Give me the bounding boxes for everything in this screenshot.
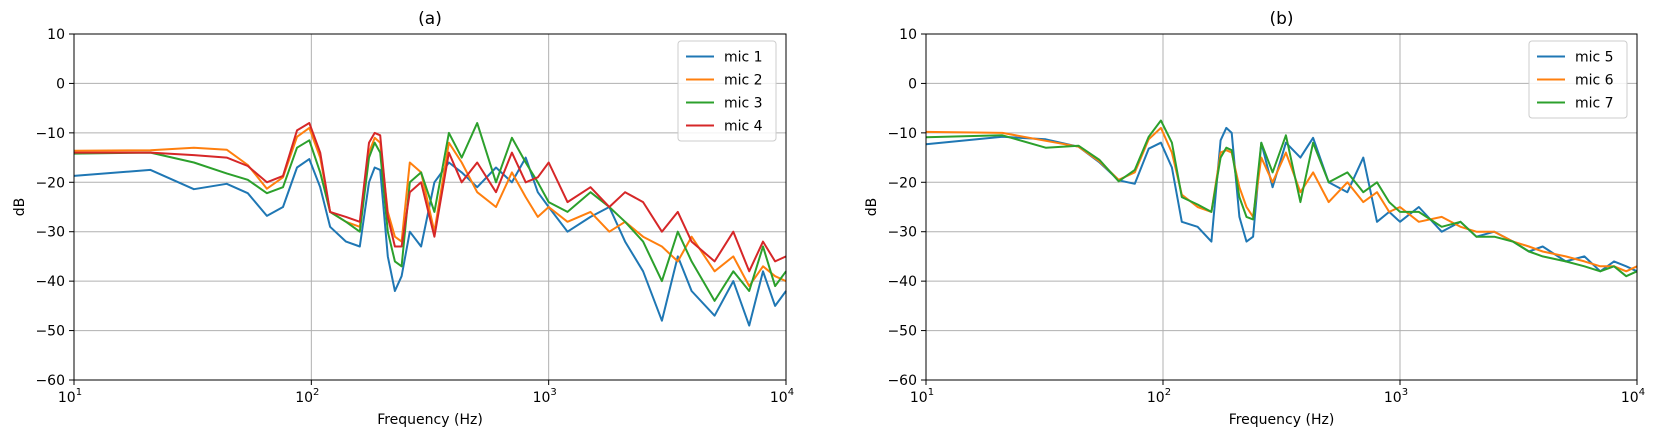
legend-box: [677, 40, 777, 142]
x-tick-exponent: 1: [76, 387, 82, 398]
legend-entry: mic 4: [724, 119, 763, 135]
plot-frame: [73, 33, 787, 381]
legend-box: [1528, 40, 1628, 119]
series-line-mic-3: [73, 122, 787, 302]
y-tick-label: 10: [899, 27, 917, 43]
x-tick-label: 104: [1621, 387, 1645, 406]
x-tick-base: 10: [1384, 390, 1402, 406]
y-tick-label: 0: [908, 76, 917, 92]
y-tick-label: −50: [35, 324, 65, 340]
legend-entry: mic 5: [1575, 50, 1614, 66]
x-tick-exponent: 1: [928, 387, 934, 398]
x-tick-base: 10: [533, 390, 551, 406]
y-tick-label: −30: [35, 225, 65, 241]
x-axis-label: Frequency (Hz): [377, 412, 483, 428]
x-tick-exponent: 3: [1402, 387, 1408, 398]
x-tick-base: 10: [770, 390, 788, 406]
series-line-mic-7: [925, 119, 1638, 278]
y-tick-label: 10: [47, 27, 65, 43]
y-axis-label: dB: [12, 198, 28, 217]
legend-entry: mic 6: [1575, 73, 1614, 89]
x-tick-base: 10: [58, 390, 76, 406]
x-axis-label: Frequency (Hz): [1229, 412, 1335, 428]
y-axis-label: dB: [864, 198, 880, 217]
x-tick-label: 103: [533, 387, 557, 406]
x-tick-exponent: 3: [550, 387, 556, 398]
y-tick-label: −60: [35, 373, 65, 389]
chart-title: (a): [418, 9, 442, 29]
y-tick-label: −50: [887, 324, 917, 340]
x-tick-exponent: 2: [1165, 387, 1171, 398]
x-tick-base: 10: [1621, 390, 1639, 406]
y-tick-label: −40: [35, 274, 65, 290]
legend-entry: mic 3: [724, 96, 763, 112]
y-tick-label: −10: [35, 126, 65, 142]
series-line-mic-4: [74, 122, 787, 273]
x-tick-base: 10: [295, 390, 313, 406]
x-tick-exponent: 4: [788, 387, 794, 398]
x-tick-base: 10: [910, 390, 928, 406]
y-tick-label: −20: [887, 175, 917, 191]
y-tick-label: −10: [887, 126, 917, 142]
x-tick-exponent: 4: [1639, 387, 1645, 398]
x-tick-exponent: 2: [313, 387, 319, 398]
x-tick-label: 102: [1147, 387, 1171, 406]
x-tick-label: 101: [910, 387, 934, 406]
y-tick-label: 0: [56, 76, 65, 92]
x-tick-label: 102: [295, 387, 319, 406]
y-tick-label: −40: [887, 274, 917, 290]
plot-frame: [925, 33, 1638, 381]
x-tick-label: 104: [770, 387, 794, 406]
legend-entry: mic 2: [724, 73, 763, 89]
x-tick-base: 10: [1147, 390, 1165, 406]
series-line-mic-2: [73, 126, 787, 288]
x-tick-label: 103: [1384, 387, 1408, 406]
legend-entry: mic 1: [724, 50, 763, 66]
y-tick-label: −20: [35, 175, 65, 191]
legend-entry: mic 7: [1575, 96, 1614, 112]
chart-title: (b): [1269, 9, 1293, 29]
y-tick-label: −30: [887, 225, 917, 241]
x-tick-label: 101: [58, 387, 82, 406]
y-tick-label: −60: [887, 373, 917, 389]
series-line-mic-1: [73, 156, 787, 327]
